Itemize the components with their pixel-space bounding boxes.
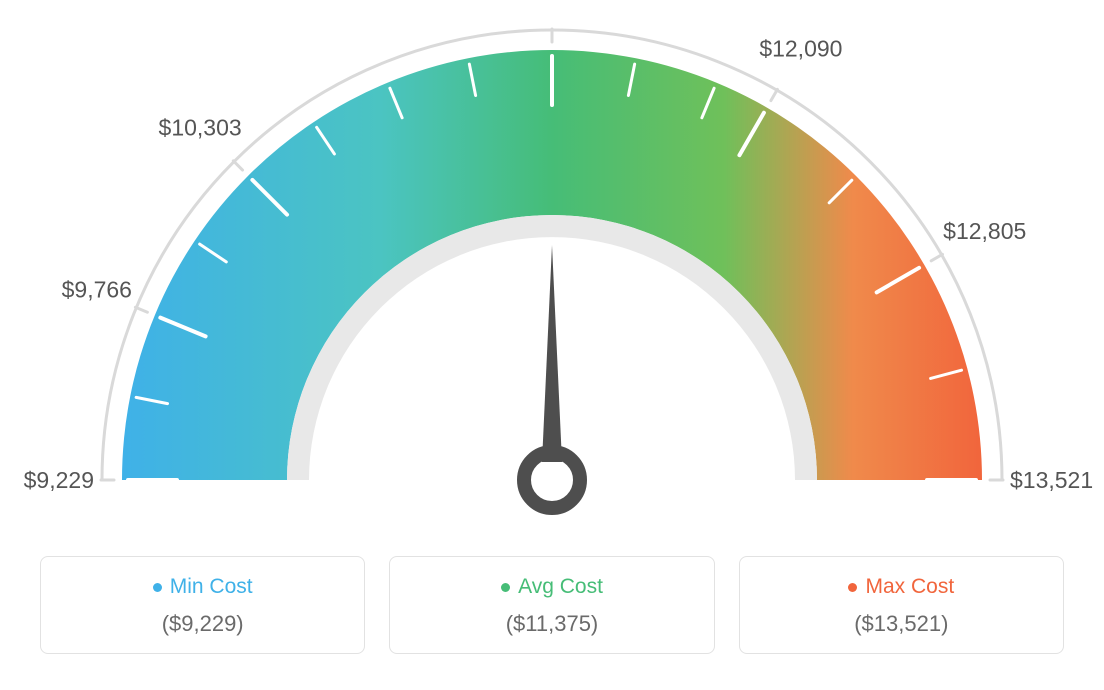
gauge-rim-tick <box>931 254 942 261</box>
legend-title-min-text: Min Cost <box>170 575 253 599</box>
gauge-tick-label: $13,521 <box>1010 467 1093 493</box>
gauge-rim-tick <box>771 89 777 100</box>
gauge-area: $9,229$9,766$10,303$11,375$12,090$12,805… <box>0 0 1104 540</box>
gauge-rim-tick <box>233 161 242 170</box>
gauge-needle <box>542 245 562 462</box>
gauge-tick-label: $10,303 <box>159 115 242 141</box>
legend-title-max: Max Cost <box>848 575 954 599</box>
legend-title-max-text: Max Cost <box>865 575 954 599</box>
legend-dot-max <box>848 583 857 592</box>
gauge-needle-hub-inner <box>536 464 568 496</box>
legend-title-min: Min Cost <box>153 575 253 599</box>
gauge-tick-label: $12,090 <box>759 36 842 62</box>
legend-card-min: Min Cost ($9,229) <box>40 556 365 654</box>
legend-value-avg: ($11,375) <box>400 611 703 637</box>
legend-value-max: ($13,521) <box>750 611 1053 637</box>
gauge-tick-label: $9,766 <box>62 276 132 302</box>
legend-dot-min <box>153 583 162 592</box>
legend-title-avg: Avg Cost <box>501 575 603 599</box>
gauge-tick-label: $9,229 <box>24 467 94 493</box>
cost-gauge-chart: $9,229$9,766$10,303$11,375$12,090$12,805… <box>0 0 1104 690</box>
legend-card-max: Max Cost ($13,521) <box>739 556 1064 654</box>
legend-dot-avg <box>501 583 510 592</box>
gauge-rim-tick <box>135 307 147 312</box>
legend-row: Min Cost ($9,229) Avg Cost ($11,375) Max… <box>0 556 1104 654</box>
gauge-svg: $9,229$9,766$10,303$11,375$12,090$12,805… <box>0 0 1104 540</box>
legend-value-min: ($9,229) <box>51 611 354 637</box>
gauge-tick-label: $12,805 <box>943 218 1026 244</box>
legend-title-avg-text: Avg Cost <box>518 575 603 599</box>
legend-card-avg: Avg Cost ($11,375) <box>389 556 714 654</box>
